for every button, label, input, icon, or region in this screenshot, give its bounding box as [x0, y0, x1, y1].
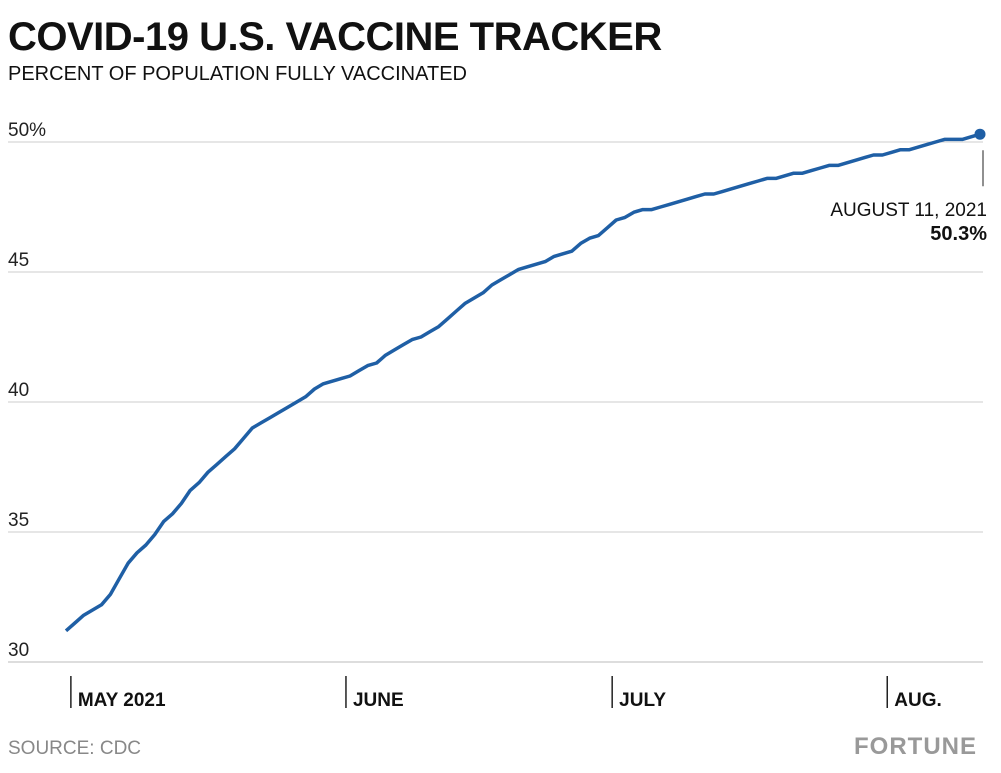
annotation-date: AUGUST 11, 2021	[830, 200, 987, 221]
x-tick-label: MAY 2021	[78, 690, 166, 711]
y-tick-label: 30	[8, 640, 29, 661]
y-tick-label: 45	[8, 250, 29, 271]
y-tick-label: 35	[8, 510, 29, 531]
chart-title: COVID-19 U.S. VACCINE TRACKER	[8, 15, 662, 59]
brand: FORTUNE	[854, 733, 977, 760]
x-tick-label: AUG.	[894, 690, 942, 711]
source: SOURCE: CDC	[8, 738, 141, 759]
x-tick-label: JULY	[619, 690, 666, 711]
chart-subtitle: PERCENT OF POPULATION FULLY VACCINATED	[8, 63, 467, 85]
series-line	[64, 132, 981, 633]
x-tick-label: JUNE	[353, 690, 404, 711]
end-point	[974, 128, 986, 140]
annotation-value: 50.3%	[930, 223, 987, 245]
y-tick-label: 50%	[8, 120, 46, 141]
y-tick-label: 40	[8, 380, 29, 401]
